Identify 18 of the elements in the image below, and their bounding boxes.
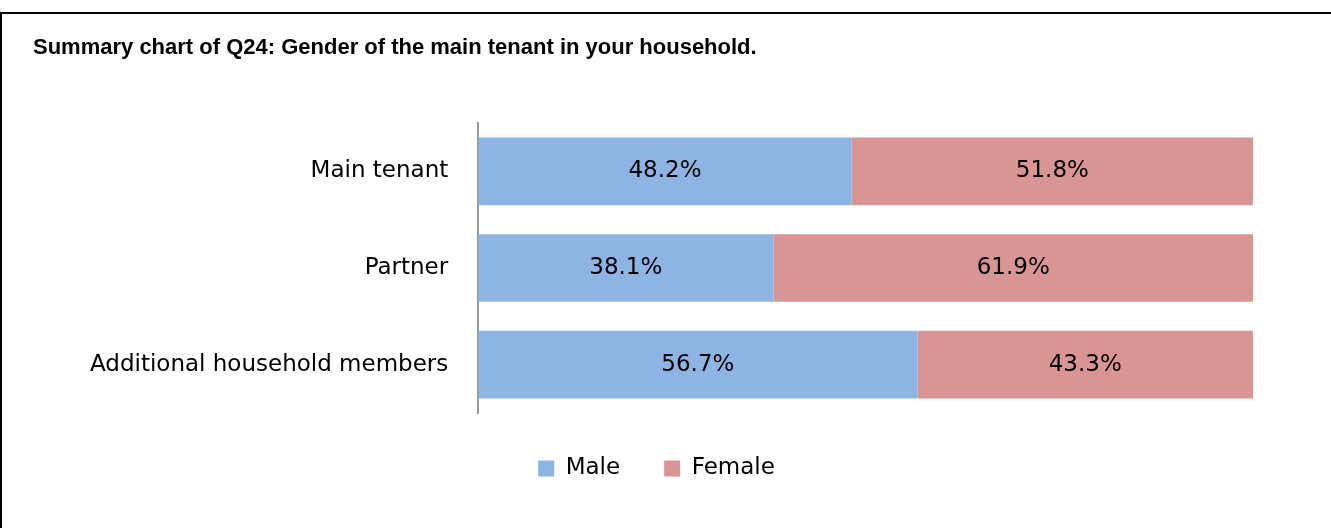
data-label: 61.9% [976, 252, 1050, 279]
data-label: 56.7% [661, 349, 735, 376]
legend-label: Male [565, 453, 621, 480]
chart-title: Summary chart of Q24: Gender of the main tenant in your household. [33, 34, 757, 60]
y-tick-label: Main tenant [310, 156, 449, 183]
bar [917, 330, 1253, 399]
bar [478, 330, 918, 399]
bar [851, 137, 1253, 206]
data-label: 38.1% [589, 252, 663, 279]
bar [478, 234, 774, 302]
legend-label: Female [691, 453, 775, 480]
data-label: 51.8% [1015, 156, 1089, 183]
bar [478, 137, 852, 206]
y-tick-label: Partner [364, 252, 449, 279]
y-tick-label: Additional household members [90, 349, 449, 376]
data-label: 48.2% [628, 156, 702, 183]
data-label: 43.3% [1048, 349, 1122, 376]
bar [773, 234, 1253, 302]
